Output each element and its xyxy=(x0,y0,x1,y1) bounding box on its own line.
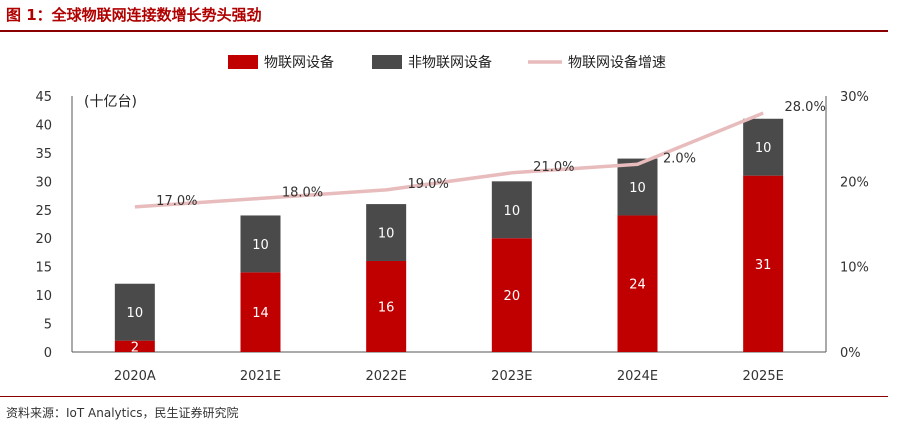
y-tick-label: 15 xyxy=(35,261,52,276)
bar-iot-devices xyxy=(743,175,784,352)
data-label-growth: 28.0% xyxy=(785,100,826,115)
data-label-iot: 24 xyxy=(629,278,646,293)
data-label-iot: 2 xyxy=(131,340,139,355)
x-tick-label: 2023E xyxy=(491,369,532,384)
growth-line xyxy=(134,111,764,209)
x-tick-label: 2020A xyxy=(114,369,156,384)
bar-iot-devices xyxy=(240,272,281,352)
x-tick-label: 2021E xyxy=(240,369,281,384)
legend-label-non-iot: 非物联网设备 xyxy=(408,54,492,71)
data-label-iot: 31 xyxy=(755,258,772,273)
data-label-growth: 18.0% xyxy=(282,185,323,200)
data-label-growth: 21.0% xyxy=(533,160,574,175)
data-label-iot: 20 xyxy=(504,289,521,304)
bar-non-iot-devices xyxy=(240,215,281,273)
y2-tick-label: 10% xyxy=(840,261,869,276)
y2-tick-label: 0% xyxy=(840,346,861,361)
legend-swatch-iot xyxy=(228,55,258,69)
y-tick-label: 45 xyxy=(35,90,52,105)
source-note: 资料来源：IoT Analytics，民生证券研究院 xyxy=(6,406,239,420)
y-tick-label: 20 xyxy=(35,232,52,247)
chart-title: 图 1：全球物联网连接数增长势头强劲 xyxy=(6,6,262,24)
bar-non-iot-devices xyxy=(617,158,658,216)
y-tick-label: 5 xyxy=(44,318,52,333)
data-label-growth: 2.0% xyxy=(663,151,696,166)
y-tick-label: 35 xyxy=(35,147,52,162)
y-tick-label: 10 xyxy=(35,289,52,304)
y-tick-label: 0 xyxy=(44,346,52,361)
title-divider xyxy=(0,30,888,32)
bar-non-iot-devices xyxy=(366,204,407,261)
bar-non-iot-devices xyxy=(491,181,532,239)
legend-label-growth: 物联网设备增速 xyxy=(568,54,666,71)
data-label-iot: 16 xyxy=(378,300,395,315)
data-label-growth: 19.0% xyxy=(408,177,449,192)
bar-iot-devices xyxy=(366,260,407,352)
bar-iot-devices xyxy=(491,238,532,352)
y2-tick-label: 20% xyxy=(840,175,869,190)
x-tick-label: 2024E xyxy=(617,369,658,384)
bar-iot-devices xyxy=(114,340,155,352)
y2-tick-label: 30% xyxy=(840,90,869,105)
data-label-non-iot: 10 xyxy=(378,227,395,242)
data-label-non-iot: 10 xyxy=(252,238,269,253)
y-tick-label: 25 xyxy=(35,204,52,219)
chart: 0 5 10 15 20 25 30 35 40 45 0% 10% 20% 30% (十亿台) 2020A 2… xyxy=(35,54,869,384)
bar-non-iot-devices xyxy=(743,118,784,176)
data-label-non-iot: 10 xyxy=(504,204,521,219)
data-label-iot: 14 xyxy=(252,306,269,321)
x-tick-label: 2025E xyxy=(743,369,784,384)
unit-label: (十亿台) xyxy=(84,94,137,110)
y-tick-label: 40 xyxy=(35,118,52,133)
source-divider xyxy=(0,396,888,397)
legend-label-iot: 物联网设备 xyxy=(264,54,334,71)
data-label-non-iot: 10 xyxy=(755,141,772,156)
data-label-non-iot: 10 xyxy=(629,181,646,196)
data-label-non-iot: 10 xyxy=(127,306,144,321)
y-tick-label: 30 xyxy=(35,175,52,190)
x-tick-label: 2022E xyxy=(366,369,407,384)
bar-iot-devices xyxy=(617,215,658,352)
bar-non-iot-devices xyxy=(114,283,155,341)
data-label-growth: 17.0% xyxy=(156,194,197,209)
legend-swatch-non-iot xyxy=(372,55,402,69)
